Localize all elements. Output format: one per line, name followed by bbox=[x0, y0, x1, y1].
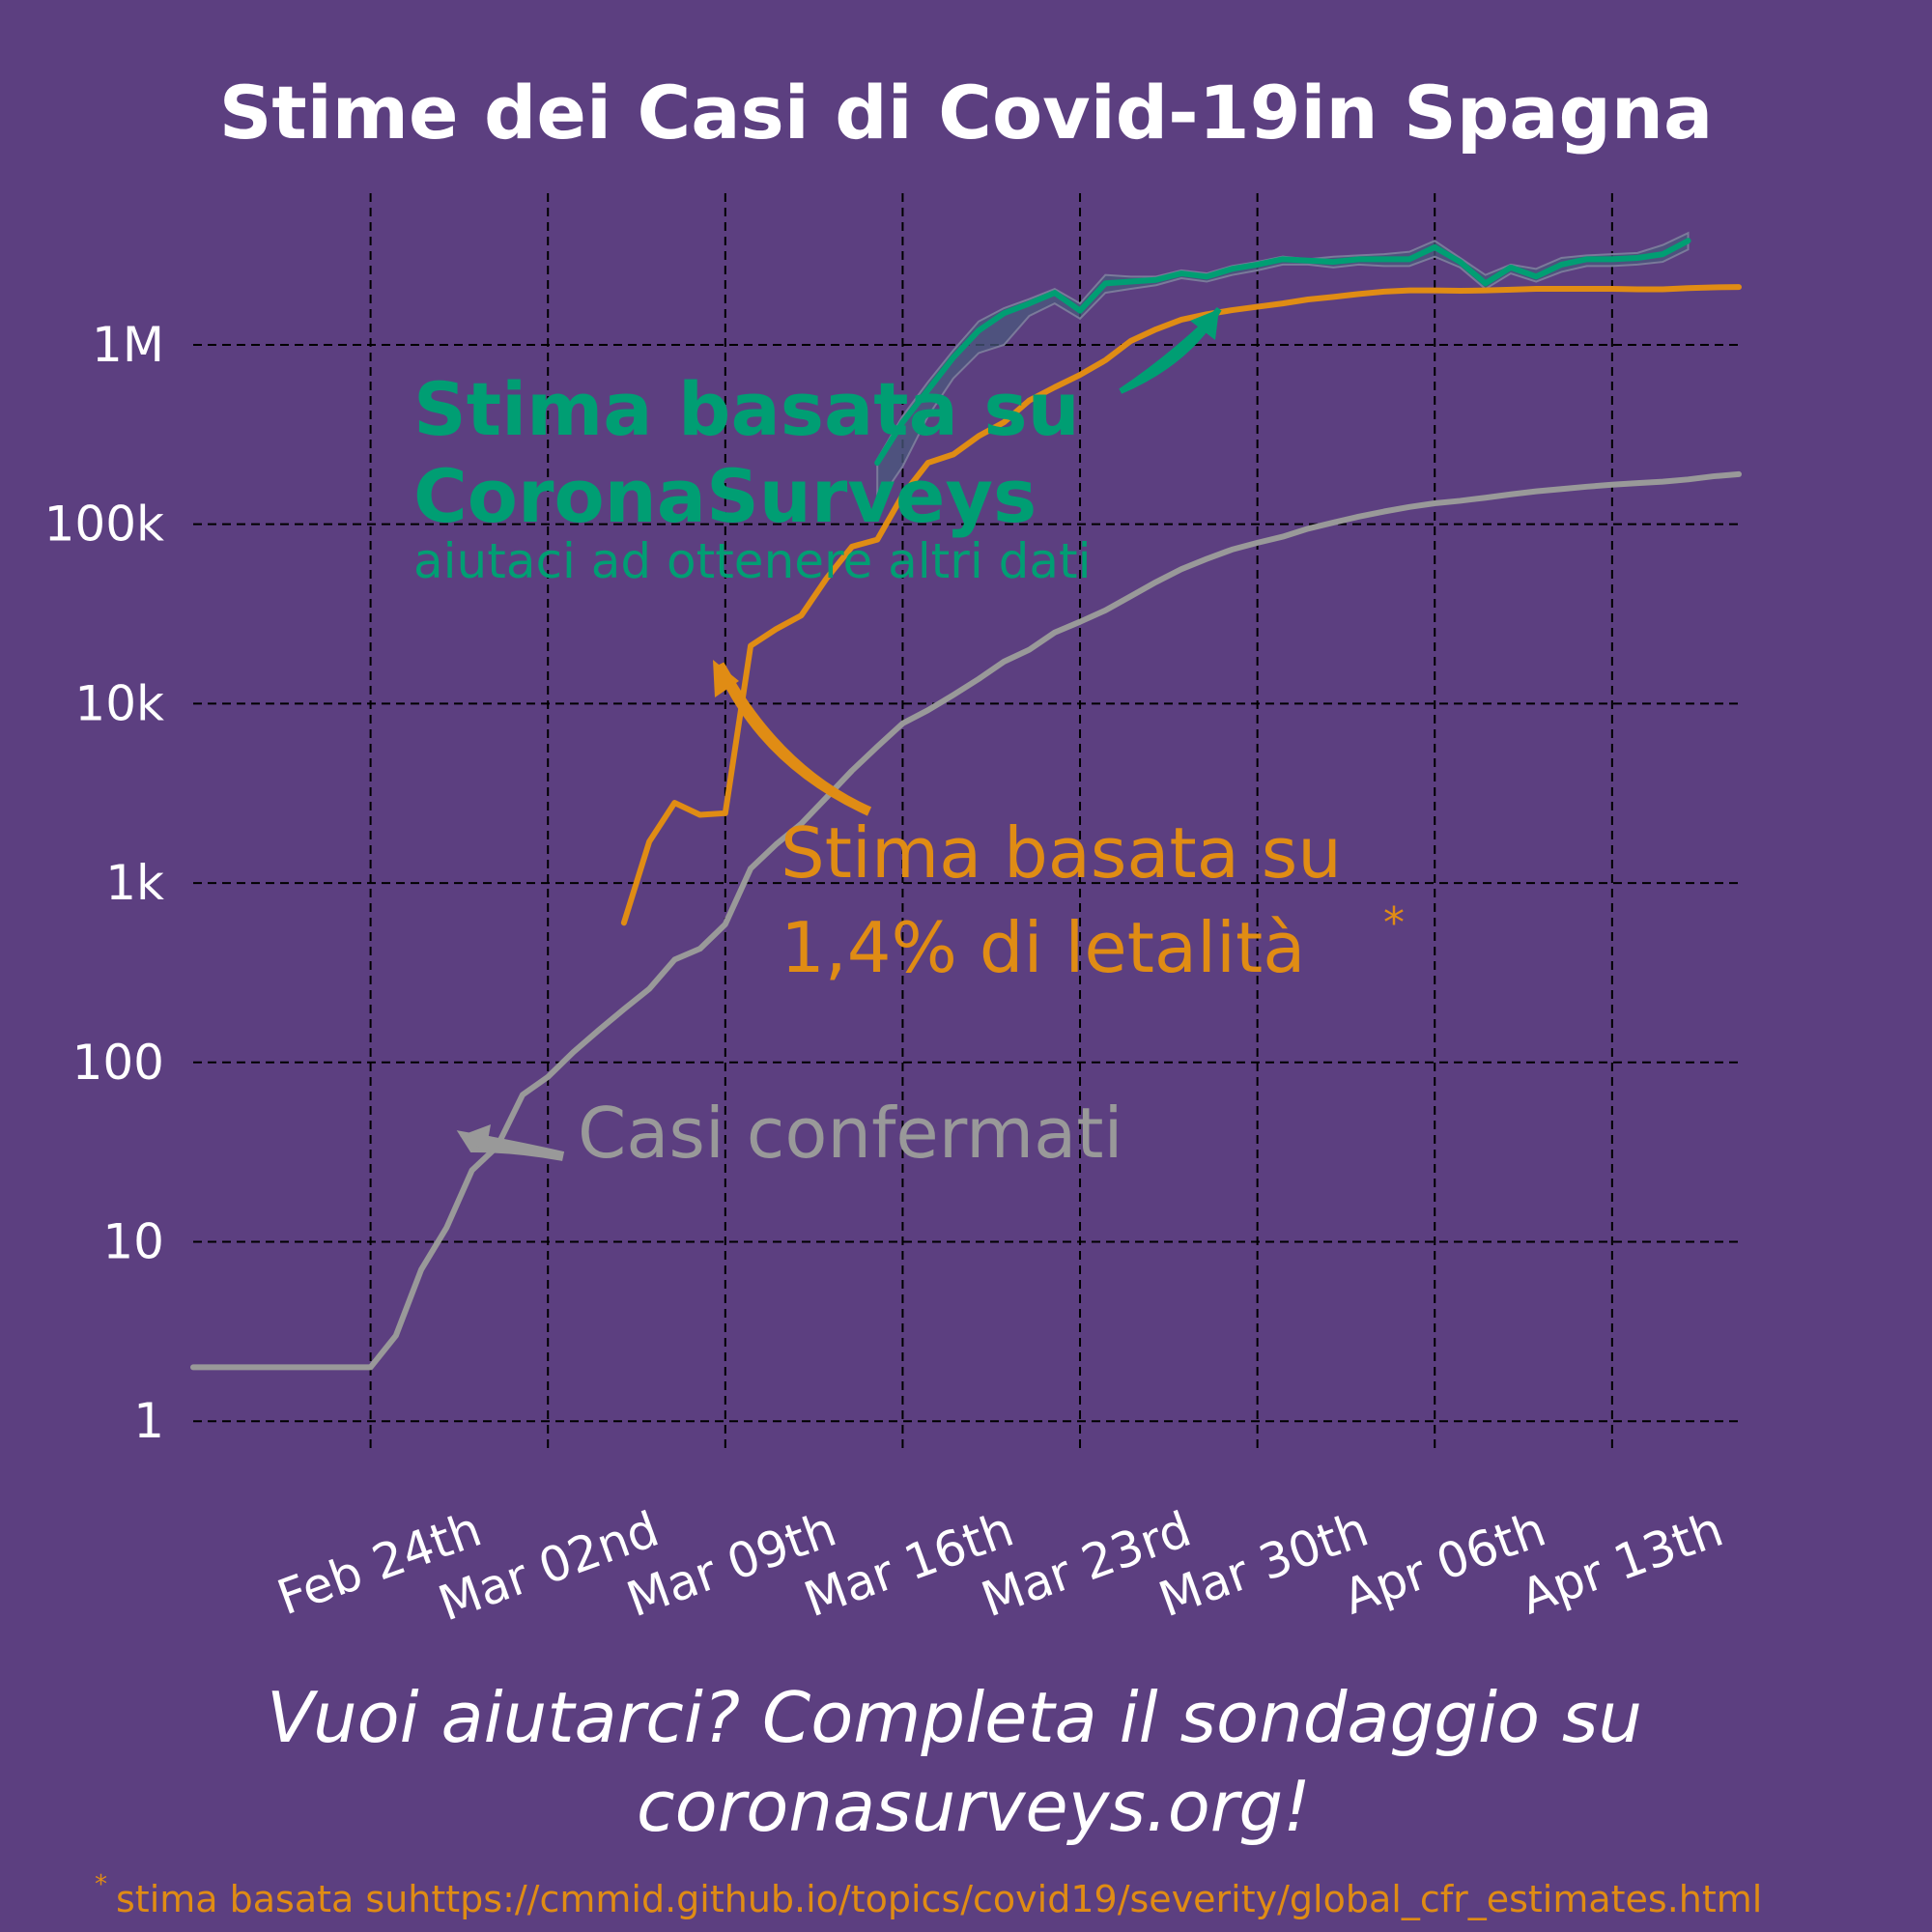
chart-title: Stime dei Casi di Covid-19in Spagna bbox=[219, 70, 1714, 156]
cfr-annotation-line1: Stima basata su bbox=[781, 812, 1342, 894]
surveys-annotation-line1: Stima basata su bbox=[413, 366, 1080, 452]
footnote-star: * bbox=[95, 1870, 107, 1899]
confirmed-series-line bbox=[190, 470, 1742, 1371]
surveys-annotation-subtitle: aiutaci ad ottenere altri dati bbox=[413, 533, 1092, 589]
cta-line2: coronasurveys.org! bbox=[637, 1766, 1311, 1847]
y-tick-label: 1M bbox=[92, 317, 164, 373]
confirmed-arrow-head bbox=[460, 1124, 491, 1151]
y-tick-label: 100 bbox=[72, 1035, 164, 1091]
cfr-arrow-head bbox=[713, 660, 739, 697]
y-tick-label: 1 bbox=[133, 1393, 164, 1449]
annotation-arrows bbox=[456, 306, 1222, 1161]
surveys-series-line bbox=[874, 238, 1691, 467]
series-layer bbox=[190, 231, 1742, 1371]
footnote-text: stima basata suhttps://cmmid.github.io/t… bbox=[116, 1878, 1762, 1920]
cfr-arrow-body bbox=[715, 662, 872, 816]
surveys-annotation-line2: CoronaSurveys bbox=[413, 453, 1037, 539]
cfr-annotation-line2: 1,4% di letalità bbox=[781, 907, 1305, 988]
cfr-annotation-star: * bbox=[1383, 898, 1405, 948]
y-axis-ticks: 1 10 100 1k 10k 100k 1M bbox=[44, 317, 164, 1449]
y-tick-label: 1k bbox=[105, 855, 164, 911]
confirmed-annotation: Casi confermati bbox=[578, 1093, 1123, 1174]
y-tick-label: 10 bbox=[102, 1214, 164, 1270]
y-tick-label: 100k bbox=[44, 497, 164, 553]
y-tick-label: 10k bbox=[74, 675, 164, 731]
cta-line1: Vuoi aiutarci? Completa il sondaggio su bbox=[267, 1677, 1642, 1758]
surveys-arrow-head bbox=[1190, 309, 1219, 340]
cfr-series-line bbox=[620, 284, 1742, 926]
